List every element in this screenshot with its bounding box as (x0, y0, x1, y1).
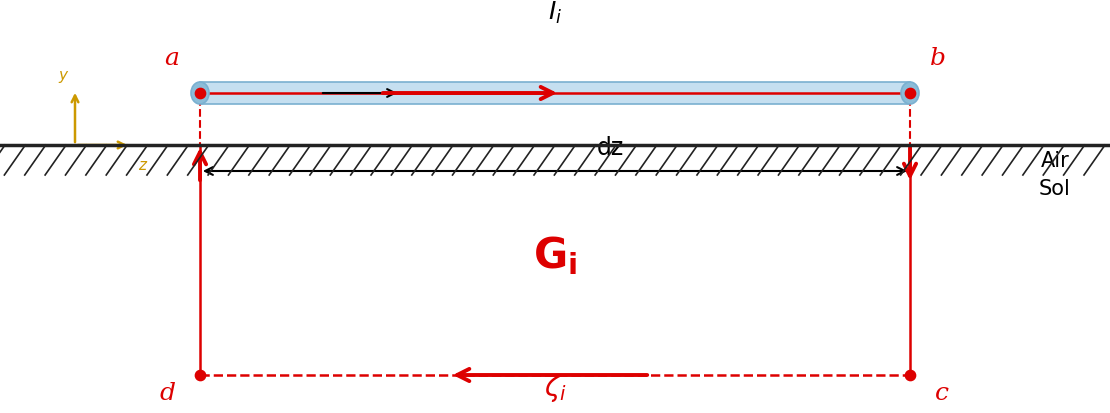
Text: a: a (164, 47, 180, 70)
Text: $I_i$: $I_i$ (548, 0, 562, 26)
Text: y: y (59, 68, 68, 83)
Ellipse shape (901, 83, 919, 105)
Point (901, 372, 919, 378)
Text: Sol: Sol (1039, 178, 1071, 199)
Ellipse shape (191, 83, 209, 105)
Text: d: d (160, 382, 176, 404)
Text: b: b (930, 47, 946, 70)
Point (191, 90, 209, 97)
Point (191, 372, 209, 378)
Text: $\mathbf{G_i}$: $\mathbf{G_i}$ (533, 234, 577, 277)
Point (901, 90, 919, 97)
Text: dz: dz (596, 136, 624, 159)
Text: c: c (935, 382, 949, 404)
Polygon shape (200, 83, 910, 105)
Text: $\zeta_i$: $\zeta_i$ (544, 371, 566, 403)
Text: Air: Air (1041, 151, 1069, 171)
Text: z: z (138, 158, 147, 173)
